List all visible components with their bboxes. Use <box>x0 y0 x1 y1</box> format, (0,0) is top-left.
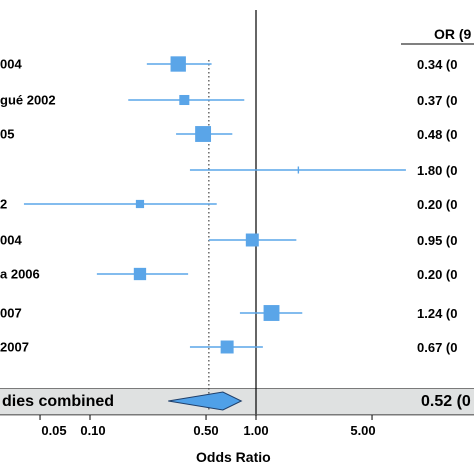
study-label: 2 <box>0 197 7 212</box>
study-label: 007 <box>0 306 22 321</box>
combined-or-value: 0.52 (0 <box>421 393 471 410</box>
study-or-value: 0.20 (0 <box>417 197 457 212</box>
study-or-value: 1.24 (0 <box>417 306 457 321</box>
x-tick-label: 5.00 <box>350 423 376 438</box>
point-estimate <box>245 233 259 247</box>
study-or-value: 0.95 (0 <box>417 233 457 248</box>
study-or-value: 0.37 (0 <box>417 93 457 108</box>
point-estimate <box>179 94 190 106</box>
point-estimate <box>133 267 147 281</box>
study-label: 004 <box>0 233 22 248</box>
study-or-value: 0.34 (0 <box>417 57 457 72</box>
combined-label: dies combined <box>2 393 115 410</box>
study-label: 2007 <box>0 340 29 355</box>
study-or-value: 0.67 (0 <box>417 340 457 355</box>
pooled-diamond <box>168 391 243 411</box>
study-label: a 2006 <box>0 267 40 282</box>
x-tick-label: 1.00 <box>243 423 269 438</box>
study-or-value: 0.20 (0 <box>417 267 457 282</box>
point-estimate <box>170 56 186 72</box>
study-label: gué 2002 <box>0 93 56 108</box>
or-column-header: OR (9 <box>434 26 472 42</box>
x-tick-label: 0.10 <box>80 423 106 438</box>
study-label: 05 <box>0 127 14 142</box>
point-estimate <box>195 126 212 142</box>
study-label: 004 <box>0 57 22 72</box>
point-estimate <box>135 199 145 209</box>
x-tick-label: 0.50 <box>193 423 219 438</box>
study-or-value: 1.80 (0 <box>417 163 457 178</box>
study-or-value: 0.48 (0 <box>417 127 457 142</box>
x-axis-label: Odds Ratio <box>196 449 271 465</box>
point-estimate <box>263 305 280 321</box>
x-tick-label: 0.05 <box>41 423 67 438</box>
point-estimate <box>220 340 234 354</box>
